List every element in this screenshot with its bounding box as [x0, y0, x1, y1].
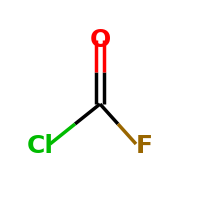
- Text: O: O: [89, 28, 111, 52]
- Text: Cl: Cl: [26, 134, 54, 158]
- Text: F: F: [136, 134, 153, 158]
